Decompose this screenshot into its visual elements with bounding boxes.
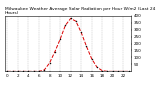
Text: Milwaukee Weather Average Solar Radiation per Hour W/m2 (Last 24 Hours): Milwaukee Weather Average Solar Radiatio… <box>5 7 155 15</box>
